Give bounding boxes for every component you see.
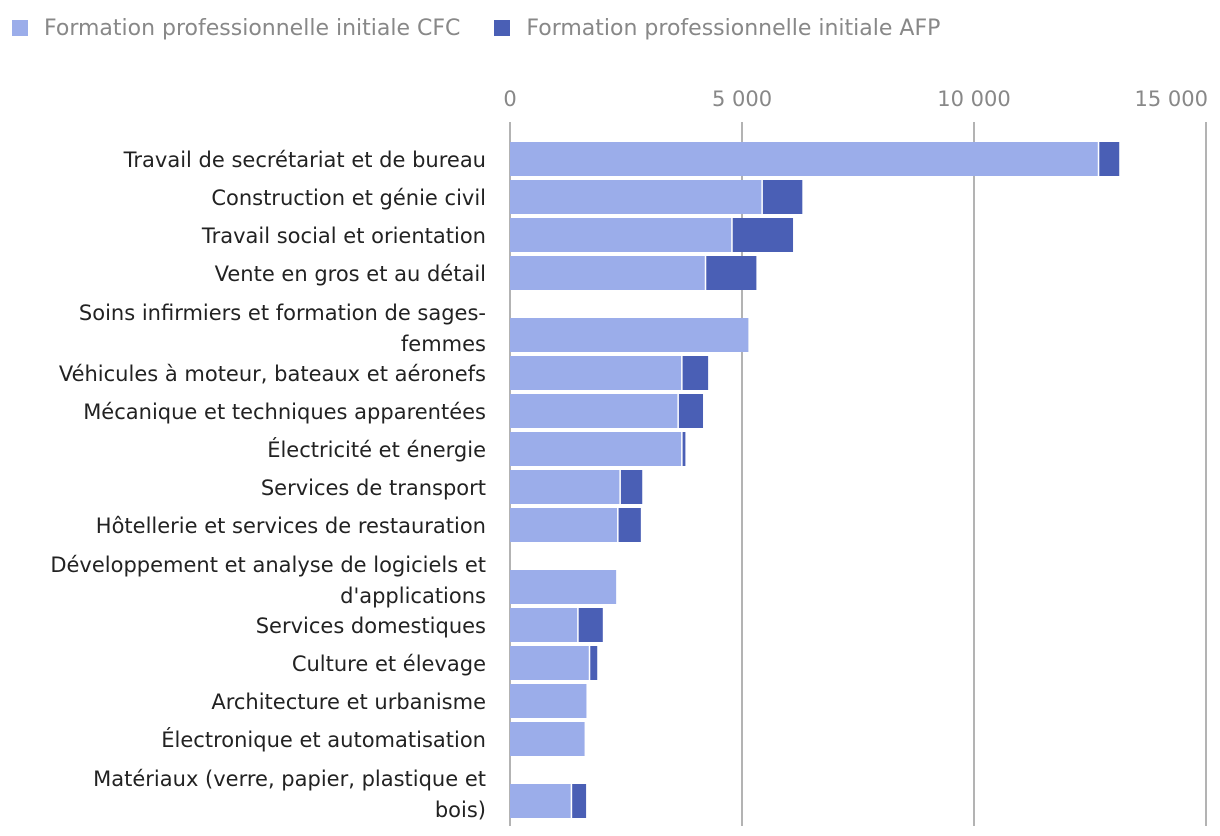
- bar-afp[interactable]: [620, 470, 643, 504]
- x-tick-label: 10 000: [937, 87, 1010, 111]
- category-label-line: femmes: [401, 332, 486, 356]
- bar-afp[interactable]: [706, 256, 757, 290]
- legend-swatch-afp: [494, 20, 511, 36]
- legend-swatch-cfc: [12, 20, 28, 36]
- x-tick-label: 5 000: [712, 87, 772, 111]
- category-label: Matériaux (verre, papier, plastique et bo…: [93, 767, 486, 822]
- category-label: Véhicules à moteur, bateaux et aéronefs: [59, 362, 486, 386]
- category-label-line: bois): [435, 798, 486, 822]
- category-label: Vente en gros et au détail: [215, 262, 486, 286]
- bar-cfc[interactable]: [510, 142, 1098, 176]
- bar-cfc[interactable]: [510, 508, 618, 542]
- legend-label-cfc: Formation professionnelle initiale CFC: [44, 15, 461, 41]
- category-label: Électronique et automatisation: [161, 727, 486, 752]
- category-label: Services domestiques: [256, 614, 486, 638]
- category-labels: Travail de secrétariat et de bureau Const…: [50, 148, 486, 822]
- x-axis-tick-labels: 0 5 000 10 000 15 000: [503, 87, 1208, 111]
- x-tick-label: 15 000: [1135, 87, 1208, 111]
- bar-afp[interactable]: [732, 218, 794, 252]
- category-label: Soins infirmiers et formation de sages-f…: [79, 301, 486, 356]
- bar-afp[interactable]: [578, 608, 603, 642]
- bar-cfc[interactable]: [510, 470, 620, 504]
- legend-item-cfc[interactable]: Formation professionnelle initiale CFC: [12, 16, 460, 41]
- bar-cfc[interactable]: [510, 684, 587, 718]
- category-label: Électricité et énergie: [267, 437, 486, 462]
- category-label: Travail de secrétariat et de bureau: [123, 148, 486, 172]
- category-label: Hôtellerie et services de restauration: [96, 514, 486, 538]
- bar-cfc[interactable]: [510, 646, 589, 680]
- legend-item-afp[interactable]: Formation professionnelle initiale AFP: [494, 16, 940, 41]
- category-label: Culture et élevage: [292, 652, 486, 676]
- legend-label-afp: Formation professionnelle initiale AFP: [526, 15, 941, 41]
- category-label-line: Soins infirmiers et formation de sages-: [79, 301, 486, 325]
- bar-cfc[interactable]: [510, 570, 617, 604]
- bar-afp[interactable]: [762, 180, 803, 214]
- category-label: Architecture et urbanisme: [211, 690, 486, 714]
- bar-afp[interactable]: [1099, 142, 1120, 176]
- category-label-line: d'applications: [340, 584, 486, 608]
- bar-afp[interactable]: [678, 394, 704, 428]
- bar-cfc[interactable]: [510, 256, 705, 290]
- category-label-line: Matériaux (verre, papier, plastique et: [93, 767, 486, 791]
- bar-afp[interactable]: [682, 432, 686, 466]
- bar-cfc[interactable]: [510, 432, 682, 466]
- bar-cfc[interactable]: [510, 218, 732, 252]
- bar-afp[interactable]: [572, 784, 587, 818]
- bar-afp[interactable]: [682, 356, 709, 390]
- category-label: Services de transport: [261, 476, 486, 500]
- chart-legend: Formation professionnelle initiale CFC F…: [12, 10, 974, 46]
- bar-cfc[interactable]: [510, 722, 585, 756]
- bar-afp[interactable]: [618, 508, 641, 542]
- category-label: Développement et analyse de logiciels et…: [50, 553, 486, 608]
- bar-cfc[interactable]: [510, 318, 749, 352]
- bar-cfc[interactable]: [510, 784, 571, 818]
- category-label-line: Développement et analyse de logiciels et: [50, 553, 486, 577]
- bar-afp[interactable]: [590, 646, 598, 680]
- bars: [510, 142, 1120, 818]
- bar-cfc[interactable]: [510, 608, 578, 642]
- bar-cfc[interactable]: [510, 180, 762, 214]
- category-label: Travail social et orientation: [201, 224, 486, 248]
- x-tick-label: 0: [503, 87, 516, 111]
- bar-cfc[interactable]: [510, 394, 678, 428]
- category-label: Construction et génie civil: [211, 186, 486, 210]
- bar-cfc[interactable]: [510, 356, 682, 390]
- category-label: Mécanique et techniques apparentées: [83, 400, 486, 424]
